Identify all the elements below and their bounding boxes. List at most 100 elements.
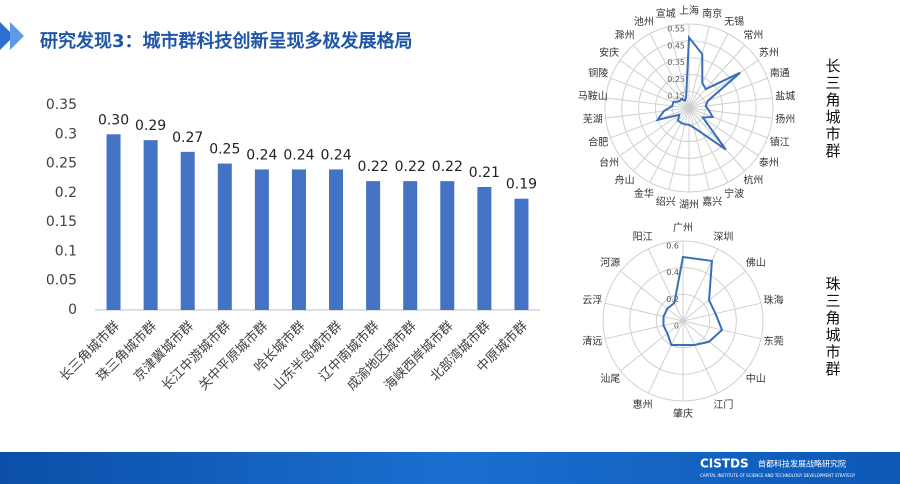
- radar-line: [662, 255, 724, 347]
- value-label: 0.25: [209, 142, 240, 158]
- category-label: 常州: [743, 28, 763, 41]
- header-chevron: [10, 22, 24, 50]
- bar: [291, 169, 306, 310]
- spoke: [610, 107, 690, 139]
- y-tick-label: 0.05: [46, 273, 77, 289]
- category-label: 南通: [770, 67, 790, 80]
- spoke: [688, 59, 759, 109]
- spoke: [688, 107, 773, 119]
- bar: [477, 187, 492, 310]
- spoke: [604, 302, 684, 322]
- category-label: 镇江: [770, 135, 790, 148]
- category-label: 嘉兴: [702, 195, 722, 208]
- value-label: 0.24: [283, 147, 314, 163]
- category-label: 清远: [582, 335, 602, 348]
- spoke: [688, 107, 729, 183]
- category-label: 池州: [634, 15, 654, 28]
- slide-title: 研究发现3：城市群科技创新呈现多极发展格局: [40, 30, 413, 52]
- r-tick-label: 0.45: [667, 41, 685, 50]
- bar: [180, 151, 195, 310]
- category-label: 苏州: [759, 46, 779, 59]
- y-tick-label: 0.1: [55, 243, 77, 259]
- footer-band: [0, 452, 900, 484]
- category-label: 铜陵: [588, 68, 608, 80]
- footer-org: 首都科技发展战略研究院: [758, 459, 846, 469]
- spoke: [649, 33, 690, 109]
- category-label: 中山: [746, 372, 766, 385]
- category-label: 盐城: [775, 89, 795, 102]
- bar: [106, 134, 121, 310]
- r-tick-label: 0.6: [666, 242, 679, 251]
- value-label: 0.19: [506, 177, 537, 193]
- r-tick-label: 0.55: [667, 25, 685, 34]
- category-label: 广州: [673, 222, 693, 234]
- spoke: [688, 26, 710, 109]
- category-label: 滁州: [615, 28, 635, 41]
- bar: [217, 163, 232, 310]
- footer-org-en: CAPITAL INSTITUTE OF SCIENCE AND TECHNOL…: [700, 473, 856, 478]
- bar: [440, 181, 455, 310]
- y-tick-label: 0.25: [46, 156, 77, 172]
- category-label: 佛山: [746, 256, 766, 269]
- category-label: 上海: [679, 4, 699, 17]
- spoke: [682, 270, 746, 322]
- spoke: [619, 59, 690, 109]
- category-label: 阳江: [633, 231, 653, 243]
- spoke: [688, 33, 729, 109]
- r-tick-label: 0.25: [667, 75, 685, 84]
- y-tick-label: 0: [68, 302, 77, 318]
- category-label: 台州: [599, 156, 619, 169]
- y-tick-label: 0.15: [46, 214, 77, 230]
- spoke: [668, 107, 690, 190]
- category-label: 宁波: [724, 187, 744, 200]
- category-label: 惠州: [633, 398, 653, 411]
- value-label: 0.22: [395, 159, 426, 175]
- value-label: 0.24: [246, 147, 277, 163]
- value-label: 0.22: [432, 159, 463, 175]
- bar: [514, 198, 529, 310]
- spoke: [604, 320, 684, 340]
- category-label: 江门: [713, 398, 733, 411]
- value-label: 0.24: [320, 147, 351, 163]
- y-tick-label: 0.35: [46, 97, 77, 113]
- category-label: 无锡: [724, 15, 744, 28]
- category-label: 马鞍山: [578, 89, 608, 102]
- bar: [329, 169, 344, 310]
- value-label: 0.22: [358, 159, 389, 175]
- y-tick-label: 0.3: [55, 126, 77, 142]
- category-label: 扬州: [775, 113, 795, 126]
- spoke: [632, 44, 690, 109]
- bar: [403, 181, 418, 310]
- header-chevron: [0, 22, 14, 50]
- bar: [366, 181, 381, 310]
- chart-title: 长三角城市群: [824, 58, 842, 160]
- category-label: 南京: [702, 7, 722, 20]
- spoke: [688, 77, 768, 109]
- category-label: 杭州: [743, 174, 763, 187]
- category-label: 安庆: [599, 46, 619, 59]
- category-label: 深圳: [713, 231, 733, 243]
- spoke: [682, 320, 719, 394]
- spoke: [647, 320, 684, 394]
- footer-logo: CISTDS: [700, 457, 749, 471]
- radar-line: [655, 34, 741, 151]
- category-label: 金华: [634, 187, 654, 200]
- category-label: 珠海: [764, 293, 784, 306]
- spoke: [688, 97, 773, 109]
- category-label: 合肥: [588, 135, 608, 148]
- category-label: 东莞: [764, 335, 784, 348]
- y-tick-label: 0.2: [55, 185, 77, 201]
- spoke: [605, 107, 690, 119]
- spoke: [688, 107, 768, 139]
- value-label: 0.29: [135, 118, 166, 134]
- spoke: [688, 107, 710, 190]
- category-label: 绍兴: [656, 195, 676, 208]
- category-label: 芜湖: [583, 113, 603, 126]
- category-label: 泰州: [759, 156, 779, 169]
- spoke: [682, 302, 762, 322]
- category-label: 舟山: [615, 174, 635, 187]
- r-tick-label: 0.4: [666, 268, 679, 277]
- category-label: 云浮: [582, 294, 602, 306]
- spoke: [688, 44, 746, 109]
